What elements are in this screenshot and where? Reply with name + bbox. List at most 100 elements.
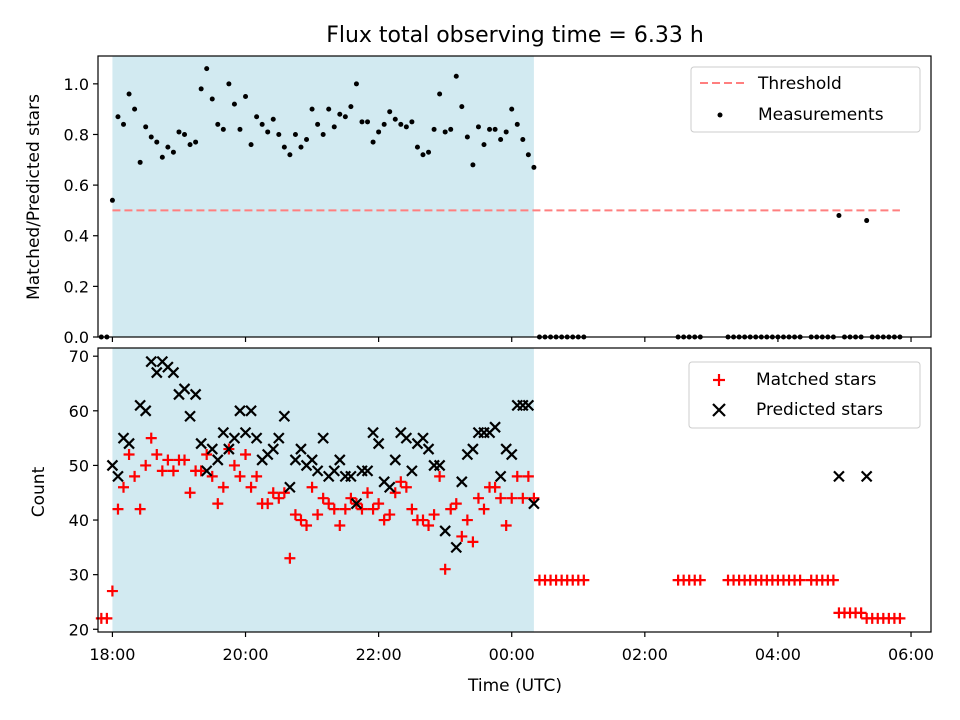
matched-point bbox=[522, 470, 534, 482]
legend-predicted-swatch bbox=[712, 403, 726, 417]
predicted-point bbox=[528, 497, 540, 510]
measurement-point bbox=[204, 66, 210, 72]
predicted-point bbox=[334, 454, 346, 466]
predicted-point bbox=[361, 465, 374, 477]
top-y-tick-label: 0.0 bbox=[64, 328, 89, 347]
predicted-point bbox=[212, 454, 224, 466]
measurement-point bbox=[514, 121, 520, 127]
measurement-point bbox=[215, 121, 221, 127]
predicted-point bbox=[345, 470, 357, 483]
bottom-x-tick-label: 18:00 bbox=[89, 645, 135, 664]
top-y-tick-label: 0.6 bbox=[64, 176, 89, 195]
predicted-point bbox=[383, 481, 396, 494]
matched-point bbox=[495, 492, 507, 504]
bottom-x-tick-label: 02:00 bbox=[622, 645, 668, 664]
matched-point bbox=[251, 470, 263, 482]
measurement-point bbox=[193, 139, 199, 145]
measurement-point bbox=[132, 106, 138, 112]
matched-point bbox=[295, 514, 307, 526]
measurement-point bbox=[864, 218, 870, 224]
measurement-point bbox=[365, 119, 371, 125]
bottom-y-tick-label: 50 bbox=[69, 456, 89, 475]
measurement-point bbox=[409, 119, 415, 125]
measurement-point bbox=[304, 137, 310, 143]
matched-point bbox=[301, 520, 313, 531]
measurement-point bbox=[370, 139, 376, 145]
matched-point bbox=[472, 492, 484, 504]
matched-point bbox=[827, 574, 839, 586]
matched-point bbox=[240, 449, 252, 460]
predicted-point bbox=[456, 476, 468, 488]
measurement-point bbox=[459, 104, 465, 110]
matched-point bbox=[179, 454, 191, 466]
measurement-point bbox=[492, 126, 498, 132]
top-legend-box bbox=[690, 66, 921, 133]
matched-point bbox=[306, 481, 318, 493]
matched-point bbox=[334, 520, 346, 531]
matched-point bbox=[378, 514, 390, 526]
bottom-x-tick-label: 20:00 bbox=[222, 645, 268, 664]
matched-point bbox=[228, 459, 240, 471]
matched-point bbox=[262, 498, 274, 510]
matched-point bbox=[212, 498, 224, 510]
matched-point bbox=[289, 509, 301, 521]
top-y-tick-label: 0.2 bbox=[64, 277, 89, 296]
legend-matched-swatch bbox=[713, 374, 725, 386]
predicted-point bbox=[860, 470, 873, 483]
top-y-axis-label: Matched/Predicted stars bbox=[24, 94, 44, 300]
measurement-point bbox=[481, 142, 487, 148]
top-panel: 0.0 0.2 0.4 0.6 0.8 1.0 Matched/Predicted sta… bbox=[24, 55, 932, 347]
matched-point bbox=[694, 574, 706, 586]
predicted-point bbox=[273, 432, 285, 444]
measurement-point bbox=[170, 149, 176, 155]
measurement-point bbox=[387, 109, 393, 115]
matched-point bbox=[162, 454, 174, 466]
matched-point bbox=[217, 481, 229, 493]
measurement-point bbox=[265, 129, 271, 135]
measurement-point bbox=[398, 121, 404, 127]
matched-point bbox=[328, 503, 340, 515]
measurement-point bbox=[254, 114, 260, 120]
bottom-x-tick-label: 00:00 bbox=[489, 645, 535, 664]
matched-point bbox=[339, 503, 351, 515]
predicted-point bbox=[139, 405, 152, 417]
measurement-point bbox=[137, 159, 143, 165]
measurement-point bbox=[259, 121, 265, 127]
matched-point bbox=[101, 612, 113, 624]
measurement-point bbox=[182, 131, 188, 137]
measurement-point bbox=[348, 104, 354, 110]
predicted-point bbox=[234, 405, 246, 417]
measurement-point bbox=[437, 91, 443, 97]
bottom-x-tick-label: 06:00 bbox=[888, 645, 934, 664]
matched-point bbox=[894, 612, 906, 624]
bottom-x-tick-label: 22:00 bbox=[356, 645, 402, 664]
predicted-point bbox=[406, 465, 418, 477]
bottom-x-axis-label: Time (UTC) bbox=[467, 676, 562, 696]
legend-measurements-label: Measurements bbox=[758, 105, 884, 125]
matched-point bbox=[140, 459, 152, 471]
predicted-point bbox=[112, 470, 124, 483]
measurement-point bbox=[309, 106, 315, 112]
predicted-point bbox=[267, 443, 280, 455]
measurement-point bbox=[143, 124, 149, 130]
predicted-point bbox=[317, 432, 329, 444]
predicted-point bbox=[439, 525, 451, 537]
bottom-y-tick-label: 30 bbox=[69, 566, 89, 585]
measurement-point bbox=[281, 144, 287, 150]
measurement-point bbox=[353, 81, 359, 87]
matched-point bbox=[106, 585, 118, 597]
predicted-point bbox=[217, 426, 230, 439]
matched-point bbox=[151, 449, 163, 460]
predicted-point bbox=[106, 459, 119, 472]
predicted-point bbox=[311, 465, 324, 477]
measurement-point bbox=[109, 197, 115, 203]
predicted-point bbox=[450, 541, 463, 554]
measurement-point bbox=[115, 114, 121, 120]
predicted-point bbox=[328, 465, 341, 477]
predicted-point bbox=[200, 465, 213, 477]
bottom-y-tick-label: 60 bbox=[69, 402, 89, 421]
measurement-point bbox=[176, 129, 182, 135]
measurement-point bbox=[315, 121, 321, 127]
predicted-point bbox=[228, 432, 241, 444]
matched-point bbox=[456, 530, 468, 542]
